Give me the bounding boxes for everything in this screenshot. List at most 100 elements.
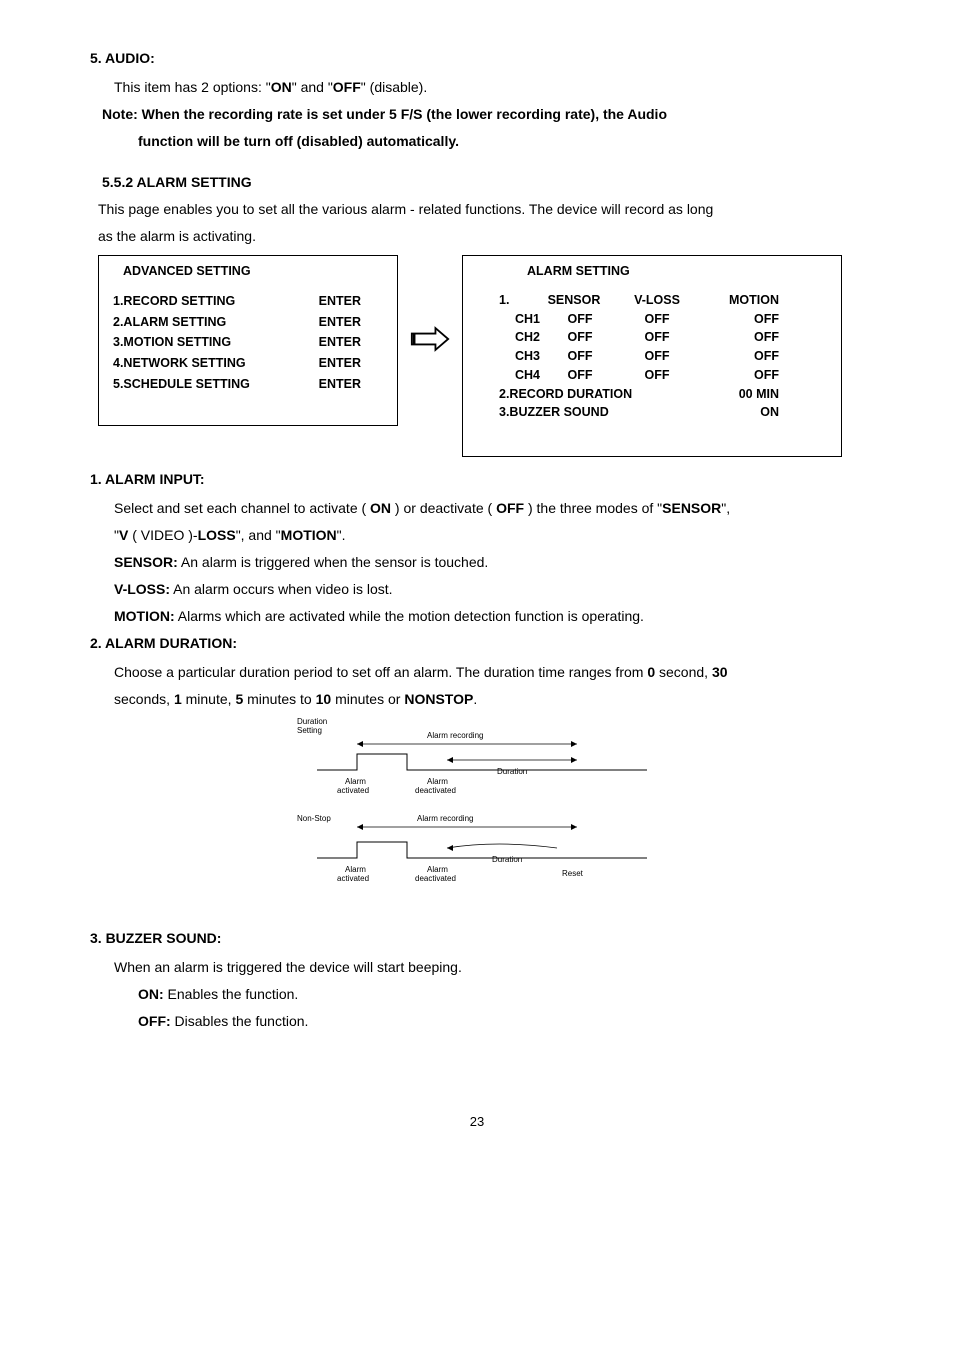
ch-label: CH4: [499, 366, 547, 385]
text: ".: [337, 527, 346, 543]
alarm-row-ch1[interactable]: CH1 OFF OFF OFF: [499, 310, 821, 329]
menu-label: 1.RECORD SETTING: [113, 292, 235, 311]
col-vloss: V-LOSS: [613, 291, 701, 310]
alarm-row-record-duration[interactable]: 2.RECORD DURATION 00 MIN: [499, 385, 821, 404]
diag-alarm-deact2: deactivated: [415, 786, 456, 795]
vloss-desc: V-LOSS: An alarm occurs when video is lo…: [114, 579, 864, 600]
subsection-552-intro1: This page enables you to set all the var…: [98, 199, 864, 220]
bold-10: 10: [316, 691, 332, 707]
text: minute,: [182, 691, 236, 707]
vloss-val: OFF: [613, 310, 701, 329]
sensor-val: OFF: [547, 328, 613, 347]
record-duration-value: 00 MIN: [701, 385, 779, 404]
item2-line1: Choose a particular duration period to s…: [114, 662, 864, 683]
sensor-val: OFF: [547, 347, 613, 366]
motion-bold: MOTION: [281, 527, 337, 543]
advanced-setting-title: ADVANCED SETTING: [99, 256, 397, 291]
arrow-column: [406, 255, 454, 353]
bold-0: 0: [647, 664, 655, 680]
off-label: OFF:: [138, 1013, 171, 1029]
sensor-val: OFF: [547, 310, 613, 329]
diag-alarm-deact2b: deactivated: [415, 874, 456, 883]
menu-action: ENTER: [319, 292, 361, 311]
subsection-552-intro2: as the alarm is activating.: [98, 226, 864, 247]
menu-action: ENTER: [319, 354, 361, 373]
menu-item-alarm[interactable]: 2.ALARM SETTING ENTER: [99, 312, 397, 333]
motion-val: OFF: [701, 366, 779, 385]
timing-diagram-wrap: Duration Setting Alarm recording Duratio…: [90, 716, 864, 920]
alarm-row-ch4[interactable]: CH4 OFF OFF OFF: [499, 366, 821, 385]
diag-alarm-act2: activated: [337, 786, 369, 795]
text: second,: [655, 664, 712, 680]
item2-heading: 2. ALARM DURATION:: [90, 633, 864, 654]
alarm-row-buzzer[interactable]: 3.BUZZER SOUND ON: [499, 403, 821, 422]
off-bold: OFF: [496, 500, 524, 516]
diag-nonstop-label: Non-Stop: [297, 814, 331, 823]
menu-item-record[interactable]: 1.RECORD SETTING ENTER: [99, 291, 397, 312]
text: " (disable).: [361, 79, 427, 95]
ch-label: CH2: [499, 328, 547, 347]
text: " and ": [292, 79, 333, 95]
diag-duration-label2: Setting: [297, 726, 322, 735]
sensor-label: SENSOR:: [114, 554, 178, 570]
menu-label: 2.ALARM SETTING: [113, 313, 226, 332]
alarm-row-ch2[interactable]: CH2 OFF OFF OFF: [499, 328, 821, 347]
menu-item-schedule[interactable]: 5.SCHEDULE SETTING ENTER: [99, 374, 397, 395]
item1-line2: "V ( VIDEO )-LOSS", and "MOTION".: [114, 525, 864, 546]
advanced-setting-box: ADVANCED SETTING 1.RECORD SETTING ENTER …: [98, 255, 398, 426]
item3-heading: 3. BUZZER SOUND:: [90, 928, 864, 949]
buzzer-label: 3.BUZZER SOUND: [499, 403, 701, 422]
text: Choose a particular duration period to s…: [114, 664, 647, 680]
text: seconds,: [114, 691, 174, 707]
text: ) the three modes of ": [524, 500, 662, 516]
sensor-bold: SENSOR: [662, 500, 721, 516]
col-motion: MOTION: [701, 291, 779, 310]
text: An alarm is triggered when the sensor is…: [178, 554, 489, 570]
audio-note-line1: Note: When the recording rate is set und…: [102, 104, 864, 125]
text: .: [473, 691, 477, 707]
text: minutes to: [243, 691, 315, 707]
menu-label: 4.NETWORK SETTING: [113, 354, 246, 373]
page-number: 23: [90, 1112, 864, 1132]
buzzer-value: ON: [701, 403, 779, 422]
alarm-header-row: 1. SENSOR V-LOSS MOTION: [499, 291, 821, 310]
col-sensor: SENSOR: [535, 291, 613, 310]
audio-note-line2: function will be turn off (disabled) aut…: [138, 131, 864, 152]
alarm-setting-title: ALARM SETTING: [463, 256, 841, 291]
audio-options-line: This item has 2 options: "ON" and "OFF" …: [114, 77, 864, 98]
item2-line2: seconds, 1 minute, 5 minutes to 10 minut…: [114, 689, 864, 710]
ch-label: CH1: [499, 310, 547, 329]
motion-desc: MOTION: Alarms which are activated while…: [114, 606, 864, 627]
diag-reset: Reset: [562, 869, 584, 878]
section-5-heading: 5. AUDIO:: [90, 48, 864, 69]
v-bold: V: [119, 527, 128, 543]
on-value: ON: [271, 79, 292, 95]
menu-label: 5.SCHEDULE SETTING: [113, 375, 250, 394]
text: ", and ": [236, 527, 281, 543]
item1-line1: Select and set each channel to activate …: [114, 498, 864, 519]
diag-alarm-act1b: Alarm: [345, 865, 366, 874]
item1-heading: 1. ALARM INPUT:: [90, 469, 864, 490]
menu-item-network[interactable]: 4.NETWORK SETTING ENTER: [99, 353, 397, 374]
diag-alarm-deact1b: Alarm: [427, 865, 448, 874]
text: Alarms which are activated while the mot…: [175, 608, 644, 624]
timing-diagram-svg: Duration Setting Alarm recording Duratio…: [297, 716, 657, 916]
diag-alarm-recording2: Alarm recording: [417, 814, 473, 823]
text: An alarm occurs when video is lost.: [170, 581, 393, 597]
item3-intro: When an alarm is triggered the device wi…: [114, 957, 864, 978]
alarm-row-ch3[interactable]: CH3 OFF OFF OFF: [499, 347, 821, 366]
note-text: function will be turn off (disabled) aut…: [138, 133, 459, 149]
text: This item has 2 options: ": [114, 79, 271, 95]
motion-val: OFF: [701, 347, 779, 366]
vloss-label: V-LOSS:: [114, 581, 170, 597]
bold-1: 1: [174, 691, 182, 707]
diag-alarm-act2b: activated: [337, 874, 369, 883]
vloss-val: OFF: [613, 328, 701, 347]
text: ",: [721, 500, 730, 516]
motion-val: OFF: [701, 310, 779, 329]
menu-item-motion[interactable]: 3.MOTION SETTING ENTER: [99, 332, 397, 353]
buzzer-on-line: ON: Enables the function.: [138, 984, 864, 1005]
diag-alarm-recording: Alarm recording: [427, 731, 483, 740]
col-num: 1.: [499, 291, 535, 310]
loss-bold: LOSS: [198, 527, 236, 543]
